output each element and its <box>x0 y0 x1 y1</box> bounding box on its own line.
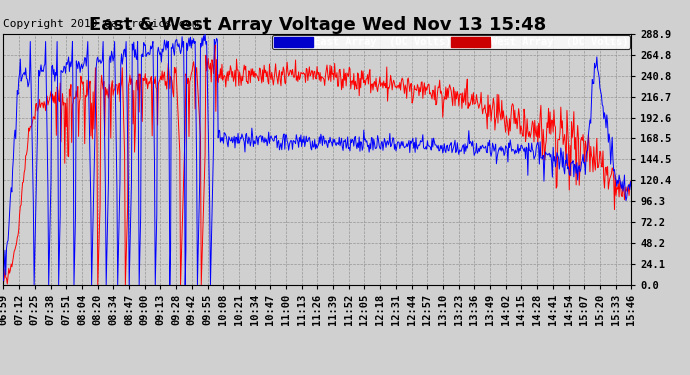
Legend: East Array  (DC Volts), West Array  (DC Volts): East Array (DC Volts), West Array (DC Vo… <box>272 35 631 49</box>
Text: Copyright 2019 Cartronics.com: Copyright 2019 Cartronics.com <box>3 19 199 29</box>
Title: East & West Array Voltage Wed Nov 13 15:48: East & West Array Voltage Wed Nov 13 15:… <box>89 16 546 34</box>
